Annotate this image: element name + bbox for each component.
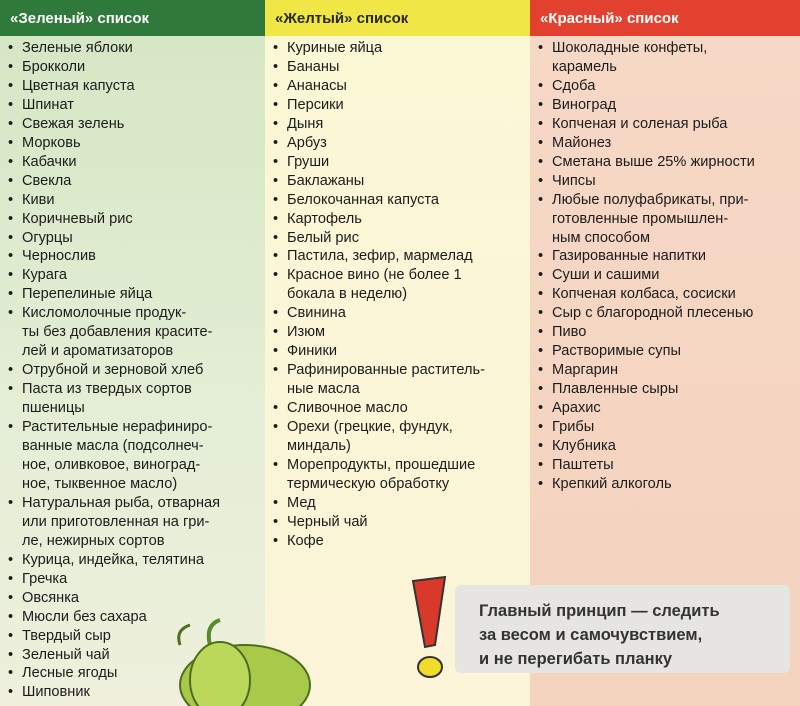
list-item: Шпинат bbox=[8, 96, 265, 115]
squash-illustration-icon bbox=[177, 618, 311, 706]
list-item: Шоколадные конфеты, карамель bbox=[538, 39, 800, 77]
list-item: Шиповник bbox=[8, 683, 265, 702]
list-item: Дыня bbox=[273, 115, 530, 134]
list-item: Белый рис bbox=[273, 229, 530, 248]
list-item: Картофель bbox=[273, 210, 530, 229]
list-item: Кисломолочные продук- ты без добавления … bbox=[8, 304, 265, 361]
list-item: Красное вино (не более 1 бокала в неделю… bbox=[273, 266, 530, 304]
list-item: Виноград bbox=[538, 96, 800, 115]
list-item: Свинина bbox=[273, 304, 530, 323]
list-item: Киви bbox=[8, 191, 265, 210]
list-item: Баклажаны bbox=[273, 172, 530, 191]
list-item: Чипсы bbox=[538, 172, 800, 191]
red-list: Шоколадные конфеты, карамельСдобаВиногра… bbox=[530, 36, 800, 494]
list-item: Пастила, зефир, мармелад bbox=[273, 247, 530, 266]
list-item: Клубника bbox=[538, 437, 800, 456]
exclamation-icon bbox=[411, 575, 447, 678]
list-item: Рафинированные раститель- ные масла bbox=[273, 361, 530, 399]
main-principle-callout: Главный принцип — следить за весом и сам… bbox=[455, 585, 790, 673]
list-item: Свежая зелень bbox=[8, 115, 265, 134]
list-item: Кабачки bbox=[8, 153, 265, 172]
list-item: Свекла bbox=[8, 172, 265, 191]
list-item: Груши bbox=[273, 153, 530, 172]
list-item: Брокколи bbox=[8, 58, 265, 77]
list-item: Маргарин bbox=[538, 361, 800, 380]
list-item: Персики bbox=[273, 96, 530, 115]
green-list: Зеленые яблокиБрокколиЦветная капустаШпи… bbox=[0, 36, 265, 702]
list-item: Белокочанная капуста bbox=[273, 191, 530, 210]
list-item: Паштеты bbox=[538, 456, 800, 475]
list-item: Овсянка bbox=[8, 589, 265, 608]
list-item: Плавленные сыры bbox=[538, 380, 800, 399]
list-item: Изюм bbox=[273, 323, 530, 342]
list-item: Грибы bbox=[538, 418, 800, 437]
list-item: Натуральная рыба, отварная или приготовл… bbox=[8, 494, 265, 551]
list-item: Чернослив bbox=[8, 247, 265, 266]
list-item: Пиво bbox=[538, 323, 800, 342]
list-item: Кофе bbox=[273, 532, 530, 551]
list-item: Ананасы bbox=[273, 77, 530, 96]
list-item: Сливочное масло bbox=[273, 399, 530, 418]
list-item: Растворимые супы bbox=[538, 342, 800, 361]
list-item: Мюсли без сахара bbox=[8, 608, 265, 627]
list-item: Орехи (грецкие, фундук, миндаль) bbox=[273, 418, 530, 456]
list-item: Гречка bbox=[8, 570, 265, 589]
list-item: Цветная капуста bbox=[8, 77, 265, 96]
list-item: Сметана выше 25% жирности bbox=[538, 153, 800, 172]
list-item: Твердый сыр bbox=[8, 627, 265, 646]
list-item: Газированные напитки bbox=[538, 247, 800, 266]
red-list-title: «Красный» список bbox=[530, 0, 800, 36]
list-item: Суши и сашими bbox=[538, 266, 800, 285]
list-item: Зеленые яблоки bbox=[8, 39, 265, 58]
list-item: Коричневый рис bbox=[8, 210, 265, 229]
list-item: Перепелиные яйца bbox=[8, 285, 265, 304]
list-item: Морковь bbox=[8, 134, 265, 153]
list-item: Паста из твердых сортов пшеницы bbox=[8, 380, 265, 418]
list-item: Мед bbox=[273, 494, 530, 513]
list-item: Бананы bbox=[273, 58, 530, 77]
list-item: Куриные яйца bbox=[273, 39, 530, 58]
list-item: Черный чай bbox=[273, 513, 530, 532]
green-list-title: «Зеленый» список bbox=[0, 0, 265, 36]
list-item: Зеленый чай bbox=[8, 646, 265, 665]
list-item: Арахис bbox=[538, 399, 800, 418]
list-item: Лесные ягоды bbox=[8, 664, 265, 683]
list-item: Растительные нерафиниро- ванные масла (п… bbox=[8, 418, 265, 494]
list-item: Сыр с благородной плесенью bbox=[538, 304, 800, 323]
list-item: Курага bbox=[8, 266, 265, 285]
list-item: Огурцы bbox=[8, 229, 265, 248]
list-item: Морепродукты, прошедшие термическую обра… bbox=[273, 456, 530, 494]
list-item: Крепкий алкоголь bbox=[538, 475, 800, 494]
list-item: Курица, индейка, телятина bbox=[8, 551, 265, 570]
yellow-list: Куриные яйцаБананыАнанасыПерсикиДыняАрбу… bbox=[265, 36, 530, 551]
list-item: Копченая и соленая рыба bbox=[538, 115, 800, 134]
list-item: Любые полуфабрикаты, при- готовленные пр… bbox=[538, 191, 800, 248]
list-item: Арбуз bbox=[273, 134, 530, 153]
yellow-list-title: «Желтый» список bbox=[265, 0, 530, 36]
green-list-column: «Зеленый» список Зеленые яблокиБрокколиЦ… bbox=[0, 0, 265, 706]
list-item: Отрубной и зерновой хлеб bbox=[8, 361, 265, 380]
list-item: Финики bbox=[273, 342, 530, 361]
list-item: Сдоба bbox=[538, 77, 800, 96]
list-item: Майонез bbox=[538, 134, 800, 153]
list-item: Копченая колбаса, сосиски bbox=[538, 285, 800, 304]
